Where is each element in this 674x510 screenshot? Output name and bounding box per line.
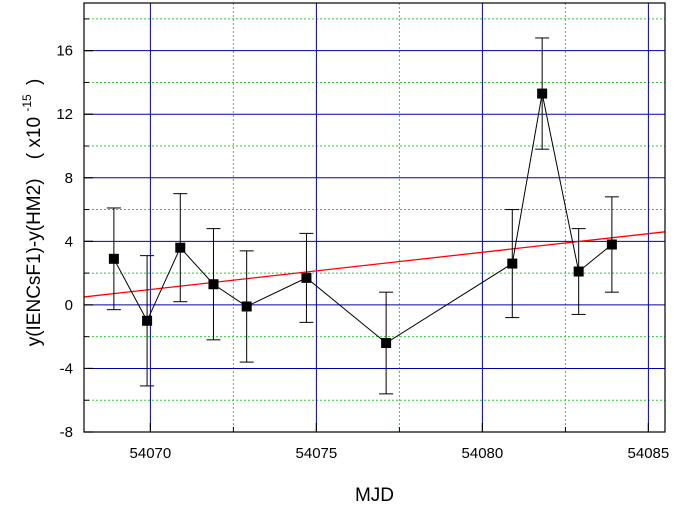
y-axis-title-exponent: -15 <box>20 94 34 112</box>
y-tick-label: 12 <box>56 106 73 123</box>
y-axis-title-scale: ( x10 <box>24 117 45 159</box>
y-axis-title-scale-close: ) <box>24 79 45 85</box>
y-tick-label: 4 <box>65 233 73 250</box>
data-point <box>142 315 153 326</box>
y-tick-label: 8 <box>65 170 73 187</box>
y-axis-title: y(IENCsF1)-y(HM2) ( x10 -15 ) <box>15 79 45 347</box>
x-tick-label: 54070 <box>130 445 172 462</box>
y-tick-label: -8 <box>60 424 73 441</box>
plot-frame <box>83 2 666 433</box>
data-point <box>208 279 219 290</box>
fit-layer <box>83 231 666 298</box>
x-tick-label: 54080 <box>462 445 504 462</box>
data-point <box>606 239 617 250</box>
data-point <box>301 272 312 283</box>
data-point <box>241 301 252 312</box>
minor-grid <box>84 3 665 432</box>
data-point <box>507 258 518 269</box>
tick-labels: 54070 54075 54080 54085 -8 -4 0 4 8 12 16 <box>56 43 669 462</box>
data-point <box>175 242 186 253</box>
data-point <box>381 338 392 349</box>
y-axis-title-main: y(IENCsF1)-y(HM2) <box>24 178 45 346</box>
y-tick-label: 16 <box>56 43 73 60</box>
x-axis-title: MJD <box>355 485 394 506</box>
axis-ticks <box>84 18 650 433</box>
y-tick-label: -4 <box>60 360 73 377</box>
fit-line <box>83 231 666 298</box>
major-grid <box>84 3 665 432</box>
x-tick-label: 54085 <box>628 445 670 462</box>
data-point <box>108 253 119 264</box>
series-line <box>113 93 613 344</box>
x-tick-label: 54075 <box>296 445 338 462</box>
series-layer <box>106 37 619 395</box>
y-tick-label: 0 <box>65 297 73 314</box>
data-point <box>573 266 584 277</box>
data-point <box>537 88 548 99</box>
